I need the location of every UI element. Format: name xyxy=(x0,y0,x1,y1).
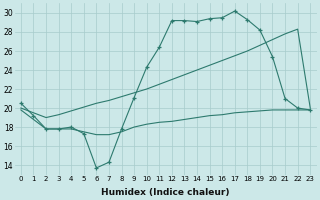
X-axis label: Humidex (Indice chaleur): Humidex (Indice chaleur) xyxy=(101,188,230,197)
